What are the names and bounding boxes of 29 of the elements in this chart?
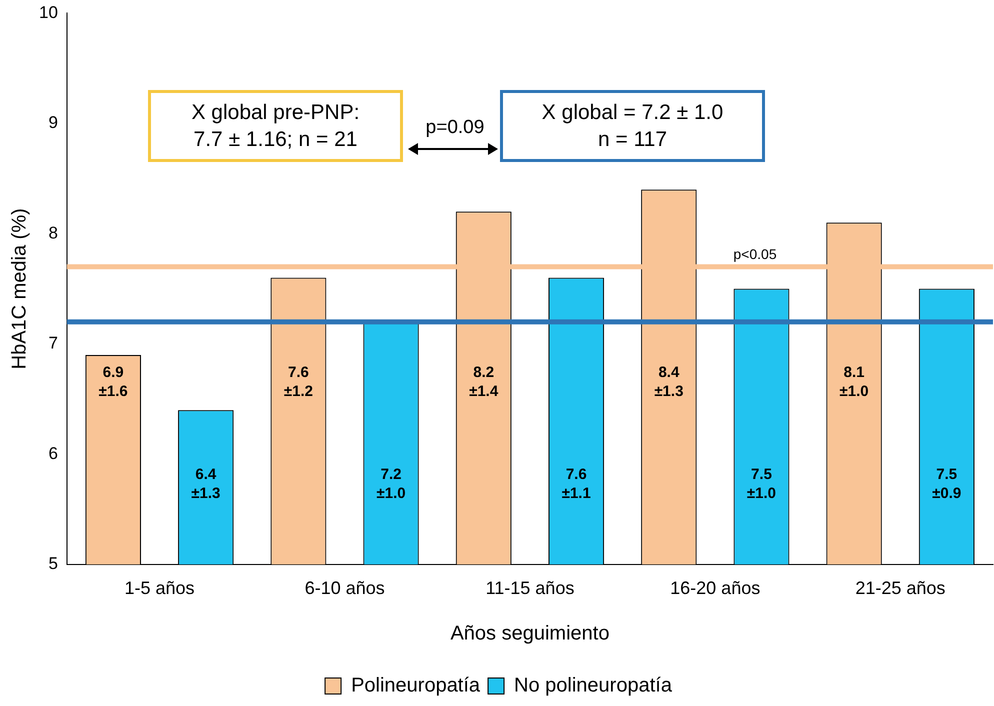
y-tick-label: 8: [48, 223, 58, 242]
y-tick-label: 10: [38, 2, 58, 22]
data-label: 7.5 ±1.0: [746, 466, 776, 502]
annotation: p<0.05: [732, 245, 778, 263]
data-label: 6.4 ±1.3: [191, 466, 220, 502]
data-label: 6.9 ±1.6: [98, 364, 128, 400]
y-axis-title: HbA1C media (%): [8, 208, 31, 370]
y-tick-label: 7: [48, 334, 58, 353]
data-label: 7.6 ±1.1: [562, 466, 591, 502]
y-tick-label: 6: [48, 444, 58, 463]
annotation: X global = 7.2 ± 1.0 n = 117: [500, 90, 765, 162]
x-tick-label: 16-20 años: [670, 578, 760, 598]
data-label: 8.4 ±1.3: [654, 364, 684, 400]
data-label: 7.2 ±1.0: [376, 466, 406, 502]
x-tick-label: 21-25 años: [855, 578, 946, 598]
legend-label: Polineuropatía: [351, 674, 481, 697]
data-label: 7.5 ±0.9: [932, 466, 962, 502]
x-tick-label: 1-5 años: [124, 578, 195, 598]
x-tick-label: 11-15 años: [486, 578, 574, 598]
data-label: 7.6 ±1.2: [284, 364, 313, 400]
y-tick-label: 9: [48, 113, 58, 132]
legend-label: No polineuropatía: [514, 674, 673, 697]
x-axis-title: Años seguimiento: [450, 622, 610, 645]
annotation: X global pre-PNP: 7.7 ± 1.16; n = 21: [148, 90, 403, 162]
annotation: p=0.09: [424, 117, 486, 140]
x-tick-label: 6-10 años: [304, 578, 385, 598]
data-label: 8.1 ±1.0: [840, 364, 869, 400]
y-tick-label: 5: [48, 554, 58, 574]
data-label: 8.2 ±1.4: [469, 364, 499, 400]
